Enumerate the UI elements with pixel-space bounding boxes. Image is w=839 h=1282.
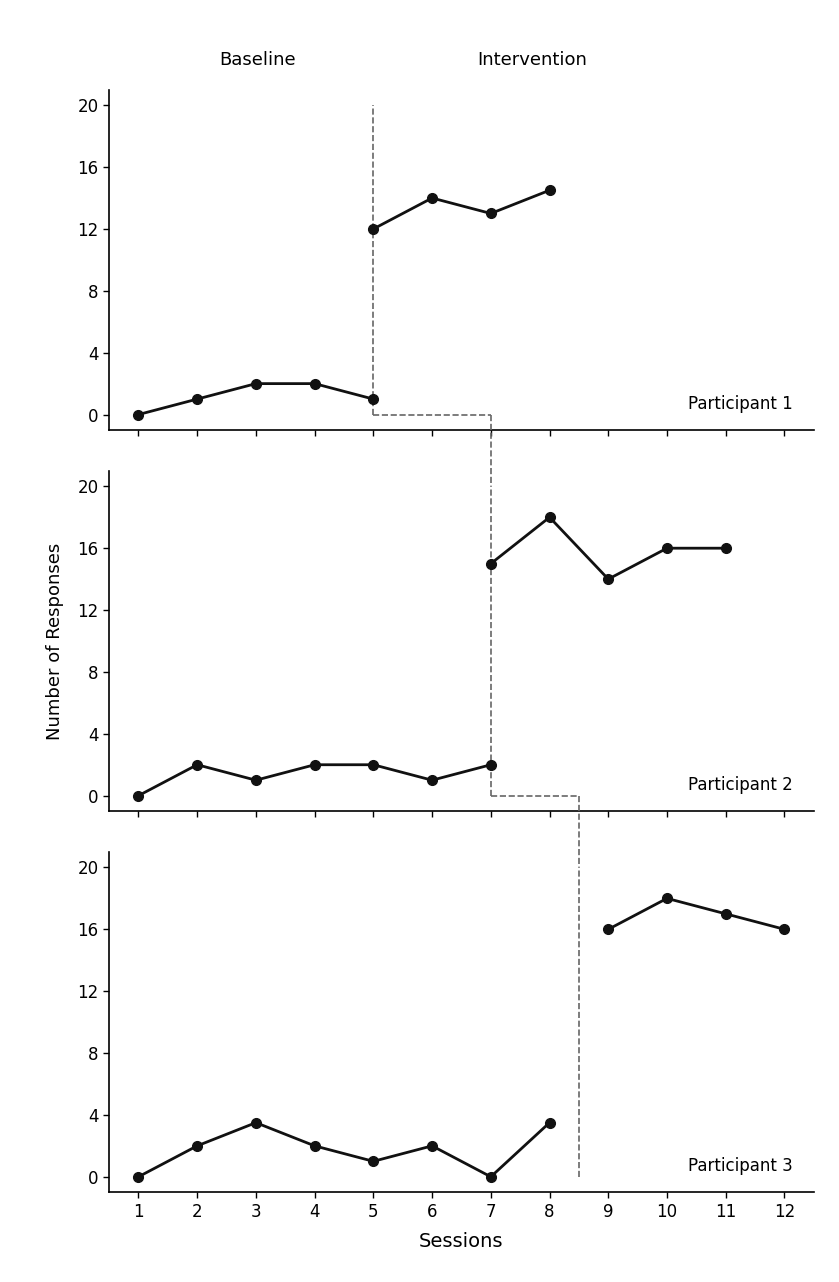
Text: Intervention: Intervention [477, 51, 586, 69]
Y-axis label: Number of Responses: Number of Responses [45, 542, 64, 740]
Text: Baseline: Baseline [219, 51, 295, 69]
Text: Participant 3: Participant 3 [688, 1158, 793, 1176]
Text: Participant 1: Participant 1 [688, 395, 793, 413]
Text: Participant 2: Participant 2 [688, 776, 793, 794]
X-axis label: Sessions: Sessions [420, 1232, 503, 1251]
